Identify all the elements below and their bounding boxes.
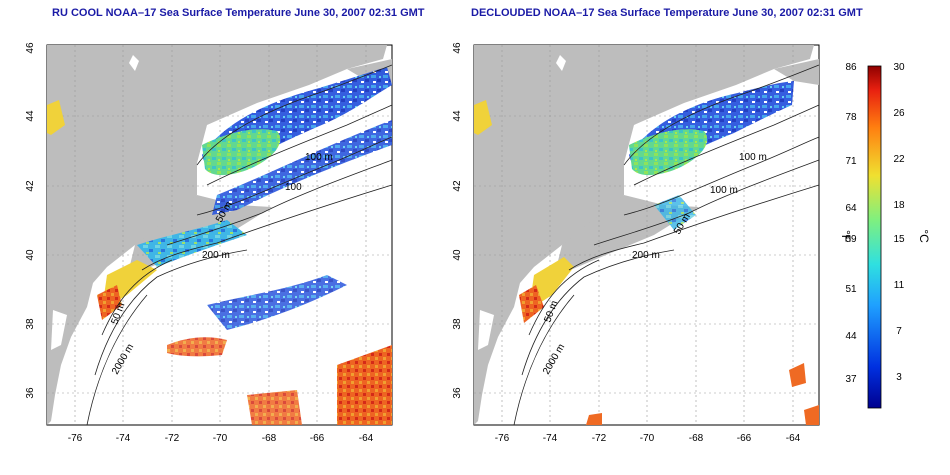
f-tick-label: 86 <box>845 62 857 73</box>
sst-offshore-warm <box>167 337 227 357</box>
left-y-ticks: 46 44 42 40 38 36 <box>25 42 36 399</box>
sst-mid-atlantic <box>137 220 247 267</box>
y-tick-label: 42 <box>452 180 463 192</box>
y-tick-label: 46 <box>25 42 36 54</box>
f-tick-label: 71 <box>845 156 857 167</box>
c-tick-label: 30 <box>893 62 905 73</box>
contour-label: 100 m <box>710 185 738 196</box>
x-tick-label: -64 <box>359 433 374 444</box>
contour-label: 100 <box>285 182 302 193</box>
sst-inland-patch <box>47 100 65 135</box>
colorbar: 86 78 71 64 59 51 44 37 30 26 22 18 15 1… <box>839 62 931 409</box>
right-x-ticks: -76 -74 -72 -70 -68 -66 -64 <box>495 433 801 444</box>
f-tick-label: 64 <box>845 203 857 214</box>
sst-shelf-band <box>212 120 392 215</box>
fahrenheit-unit-label: °F <box>839 230 853 242</box>
y-tick-label: 40 <box>25 249 36 261</box>
c-tick-label: 3 <box>896 372 902 383</box>
y-tick-label: 40 <box>452 249 463 261</box>
contour-label: 200 m <box>632 250 660 261</box>
right-y-ticks: 46 44 42 40 38 36 <box>452 42 463 399</box>
contour-label: 100 m <box>739 152 767 163</box>
x-tick-label: -76 <box>68 433 83 444</box>
x-tick-label: -70 <box>640 433 655 444</box>
c-tick-label: 7 <box>896 326 902 337</box>
x-tick-label: -76 <box>495 433 510 444</box>
y-tick-label: 44 <box>25 110 36 122</box>
left-x-ticks: -76 -74 -72 -70 -68 -66 -64 <box>68 433 374 444</box>
x-tick-label: -66 <box>737 433 752 444</box>
sst-southeast-warm <box>789 363 806 387</box>
x-tick-label: -74 <box>543 433 558 444</box>
x-tick-label: -68 <box>262 433 277 444</box>
x-tick-label: -70 <box>213 433 228 444</box>
left-map-title: RU COOL NOAA–17 Sea Surface Temperature … <box>52 7 425 19</box>
sst-south-warm <box>247 390 302 425</box>
c-tick-label: 18 <box>893 200 905 211</box>
f-tick-label: 59 <box>845 234 857 245</box>
sst-inland-patch <box>474 100 492 135</box>
x-tick-label: -66 <box>310 433 325 444</box>
y-tick-label: 42 <box>25 180 36 192</box>
sst-hot-coast <box>519 285 544 323</box>
celsius-unit-label: °C <box>917 229 931 243</box>
x-tick-label: -74 <box>116 433 131 444</box>
x-tick-label: -64 <box>786 433 801 444</box>
x-tick-label: -68 <box>689 433 704 444</box>
left-map: 100 m 100 50 m 200 m 50 m 2000 m -76 -74… <box>25 42 393 444</box>
contour-label: 100 m <box>305 152 333 163</box>
y-tick-label: 46 <box>452 42 463 54</box>
sst-offshore-band <box>207 275 347 330</box>
f-tick-label: 78 <box>845 112 857 123</box>
contour-label: 200 m <box>202 250 230 261</box>
y-tick-label: 38 <box>452 318 463 330</box>
y-tick-label: 44 <box>452 110 463 122</box>
right-map-title: DECLOUDED NOAA–17 Sea Surface Temperatur… <box>471 7 863 19</box>
y-tick-label: 38 <box>25 318 36 330</box>
f-tick-label: 44 <box>845 331 857 342</box>
c-tick-label: 26 <box>893 108 905 119</box>
sst-south-warm <box>586 413 602 425</box>
colorbar-gradient <box>867 65 882 409</box>
x-tick-label: -72 <box>165 433 180 444</box>
colorbar-c-ticks: 30 26 22 18 15 11 7 3 <box>893 62 905 383</box>
right-map: 100 m 100 m 50 m 200 m 50 m 2000 m -76 -… <box>452 42 820 444</box>
sst-hot-coast <box>97 285 122 320</box>
c-tick-label: 15 <box>893 234 905 245</box>
sst-southeast-warm-2 <box>804 405 819 425</box>
c-tick-label: 22 <box>893 154 905 165</box>
y-tick-label: 36 <box>25 387 36 399</box>
c-tick-label: 11 <box>894 280 905 291</box>
colorbar-f-ticks: 86 78 71 64 59 51 44 37 <box>845 62 857 385</box>
sst-shelf-patch <box>654 195 696 230</box>
f-tick-label: 37 <box>845 374 857 385</box>
sst-southeast-warm <box>337 345 392 425</box>
f-tick-label: 51 <box>845 284 857 295</box>
x-tick-label: -72 <box>592 433 607 444</box>
y-tick-label: 36 <box>452 387 463 399</box>
